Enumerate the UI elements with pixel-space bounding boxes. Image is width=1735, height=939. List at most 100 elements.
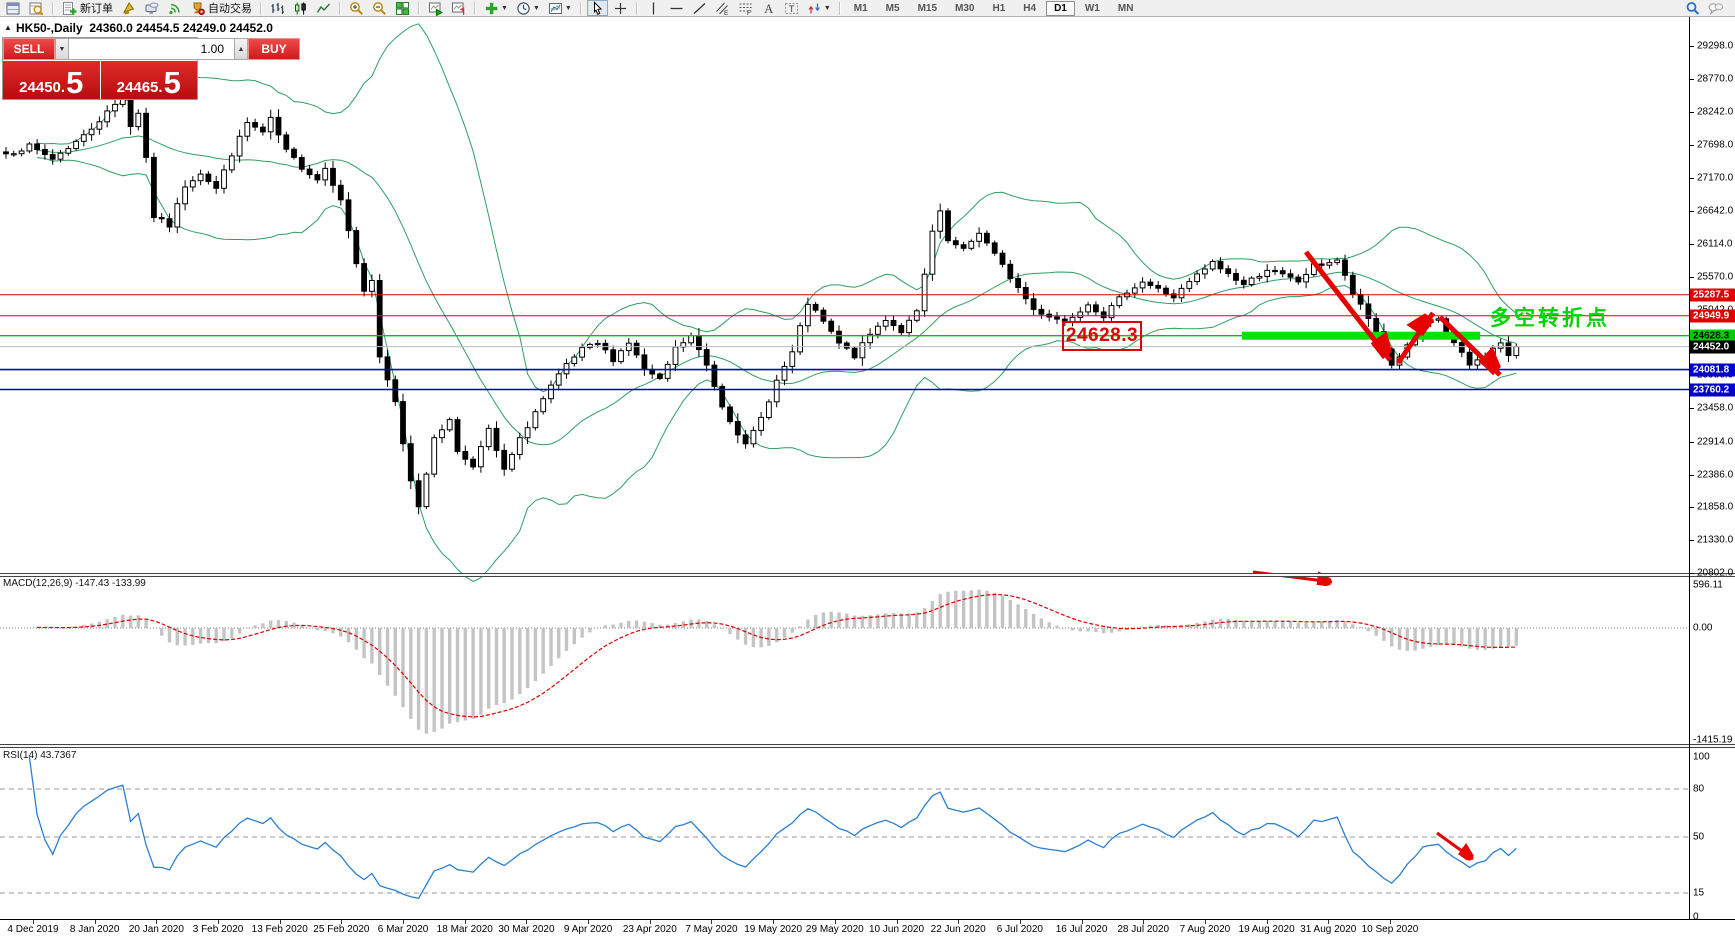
one-click-toggle[interactable]: ▲ <box>4 23 12 32</box>
timeframe-d1[interactable]: D1 <box>1046 0 1075 16</box>
level-price-label-box[interactable]: 24628.3 <box>1062 321 1142 351</box>
zoom-in-icon[interactable] <box>346 0 367 16</box>
line-chart-icon[interactable] <box>313 0 334 16</box>
price-tag: 24452.0 <box>1690 340 1735 354</box>
text-icon[interactable]: A <box>758 0 779 16</box>
sell-price[interactable]: 24450. 5 <box>3 61 100 99</box>
rsi-axis-label: 15 <box>1693 887 1705 899</box>
toolbar-separator <box>635 1 638 15</box>
rsi-axis-label: 50 <box>1693 831 1705 843</box>
timeframe-m15[interactable]: M15 <box>917 2 938 14</box>
price-axis-tick-label: 21858.0 <box>1697 501 1734 513</box>
rsi-panel-canvas[interactable] <box>0 748 1689 918</box>
styler-icon[interactable] <box>118 0 139 16</box>
volume-decrease-button[interactable]: ▼ <box>55 38 69 60</box>
date-axis-label: 7 Aug 2020 <box>1179 924 1231 935</box>
chart-ohlc: 24360.0 24454.5 24249.0 24452.0 <box>89 21 273 35</box>
dropdown-caret-icon[interactable]: ▼ <box>532 4 540 12</box>
workspace-icon[interactable] <box>3 0 24 16</box>
volume-increase-button[interactable]: ▲ <box>234 38 248 60</box>
new-order-button[interactable]: 新订单 <box>59 0 116 16</box>
volume-input[interactable] <box>69 38 234 60</box>
timeframe-m30[interactable]: M30 <box>955 2 975 14</box>
date-axis-label: 8 Jan 2020 <box>69 924 120 935</box>
toolbar-left-group: 新订单 自动交易 ▼ ▼ ▼ E F A T ▼ <box>2 0 845 16</box>
zoom-out-icon[interactable] <box>369 0 390 16</box>
timeframe-w1[interactable]: W1 <box>1084 2 1100 14</box>
date-axis-label: 25 Feb 2020 <box>313 924 370 935</box>
toolbar-right-group <box>1681 0 1735 16</box>
date-axis-label: 4 Dec 2019 <box>7 924 59 935</box>
signals-icon[interactable] <box>164 0 185 16</box>
buy-button[interactable]: BUY <box>248 38 300 60</box>
fibonacci-icon[interactable]: F <box>735 0 756 16</box>
tile-windows-icon[interactable] <box>392 0 413 16</box>
trendline-icon[interactable] <box>689 0 710 16</box>
price-axis-tick <box>1689 573 1694 574</box>
templates-icon[interactable]: ▼ <box>545 0 575 16</box>
buy-price[interactable]: 24465. 5 <box>100 61 197 101</box>
buy-price-big-digit: 5 <box>163 65 181 101</box>
terminal-icon[interactable] <box>141 0 162 16</box>
date-axis-tick <box>33 920 34 924</box>
vertical-line-icon[interactable] <box>643 0 664 16</box>
date-axis-label: 23 Apr 2020 <box>622 924 677 935</box>
candlestick-icon[interactable] <box>290 0 311 16</box>
chat-icon[interactable] <box>1705 0 1726 16</box>
periods-icon[interactable]: ▼ <box>513 0 543 16</box>
dropdown-caret-icon[interactable]: ▼ <box>501 4 508 12</box>
price-axis-tick <box>1689 46 1694 47</box>
sell-price-big-digit: 5 <box>66 65 84 101</box>
trade-prices-row: 24450. 5 24465. 5 <box>3 60 197 99</box>
price-axis-tick <box>1689 78 1694 80</box>
indicators-icon[interactable]: ▼ <box>481 0 511 16</box>
crosshair-icon[interactable] <box>610 0 631 16</box>
date-axis-label: 19 May 2020 <box>744 924 803 935</box>
date-axis-label: 6 Jul 2020 <box>996 924 1043 935</box>
timeframe-h4[interactable]: H4 <box>1023 2 1037 14</box>
main-chart-canvas[interactable] <box>0 17 1689 583</box>
date-axis-tick <box>1081 920 1083 924</box>
date-axis-tick <box>403 920 405 924</box>
macd-axis-label: -1415.19 <box>1693 734 1733 746</box>
dropdown-caret-icon[interactable]: ▼ <box>823 4 831 12</box>
panel-splitter[interactable] <box>0 573 1735 577</box>
date-axis-tick <box>896 920 898 924</box>
timeframe-m1[interactable]: M1 <box>853 2 868 14</box>
price-axis-tick <box>1689 277 1694 279</box>
sell-button[interactable]: SELL <box>3 38 55 60</box>
date-axis-label: 20 Jan 2020 <box>128 924 184 935</box>
date-axis-label: 9 Apr 2020 <box>563 924 613 935</box>
date-axis-label: 28 Jul 2020 <box>1117 924 1170 935</box>
dropdown-caret-icon[interactable]: ▼ <box>564 4 572 12</box>
text-label-icon[interactable]: T <box>781 0 802 16</box>
price-axis-tick-label: 25570.0 <box>1697 271 1734 283</box>
turning-point-annotation[interactable]: 多空转折点 <box>1490 307 1610 330</box>
date-axis[interactable]: 4 Dec 2019 8 Jan 2020 20 Jan 2020 3 Feb 202… <box>0 919 1735 939</box>
horizontal-line-icon[interactable] <box>666 0 687 16</box>
date-axis-tick <box>1019 920 1021 924</box>
panel-splitter[interactable] <box>0 744 1735 748</box>
autotrading-button[interactable]: 自动交易 <box>187 0 255 16</box>
bar-chart-icon[interactable] <box>267 0 288 16</box>
market-watch-icon[interactable] <box>26 0 47 16</box>
price-axis-tick-label: 29298.0 <box>1697 40 1734 52</box>
auto-scroll-icon[interactable] <box>425 0 446 16</box>
chart-shift-icon[interactable] <box>448 0 469 16</box>
timeframe-h1[interactable]: H1 <box>992 2 1006 14</box>
price-axis-tick-label: 28770.0 <box>1697 73 1734 85</box>
cursor-icon[interactable] <box>586 0 608 16</box>
timeframe-m5[interactable]: M5 <box>885 2 900 14</box>
search-icon[interactable] <box>1682 0 1703 16</box>
date-axis-tick <box>711 920 713 924</box>
channel-icon[interactable]: E <box>712 0 733 16</box>
arrows-icon[interactable]: ▼ <box>804 0 834 16</box>
timeframe-mn[interactable]: MN <box>1117 2 1134 14</box>
date-axis-label: 3 Feb 2020 <box>192 924 244 935</box>
macd-panel-canvas[interactable] <box>0 570 1689 744</box>
date-axis-tick <box>464 920 466 924</box>
toolbar-separator <box>579 1 582 15</box>
date-axis-tick <box>94 920 96 924</box>
date-axis-tick <box>958 920 960 924</box>
